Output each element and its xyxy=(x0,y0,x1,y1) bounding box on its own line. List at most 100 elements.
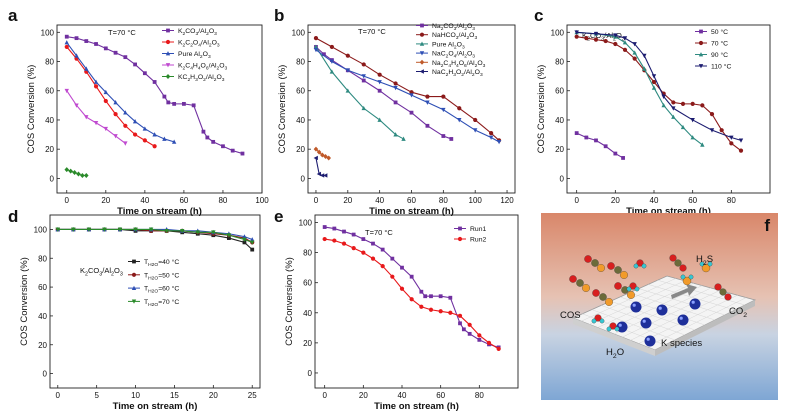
y-tick-label: 80 xyxy=(555,58,564,67)
hydrogen-atom xyxy=(707,261,713,267)
x-axis-label: Time on stream (h) xyxy=(626,206,711,217)
data-point xyxy=(361,74,366,79)
y-tick-label: 40 xyxy=(303,309,312,318)
y-tick-label: 0 xyxy=(308,369,313,378)
surface-grid xyxy=(657,279,746,306)
legend-entry: Pure Al2O3 xyxy=(178,51,211,60)
data-point xyxy=(709,128,715,133)
k-species-sphere xyxy=(677,314,689,326)
data-point xyxy=(642,66,647,71)
data-point xyxy=(103,126,109,132)
sulfur-atom xyxy=(605,298,613,306)
oxygen-atom xyxy=(714,283,722,291)
carbon-atom xyxy=(599,293,607,301)
x-tick-label: 5 xyxy=(94,391,99,400)
data-point xyxy=(467,331,472,336)
data-point xyxy=(64,167,70,173)
x-axis-label: Time on stream (h) xyxy=(369,206,454,217)
data-point xyxy=(423,294,428,299)
y-tick-label: 20 xyxy=(296,145,305,154)
data-point xyxy=(76,171,81,177)
data-point xyxy=(71,227,76,232)
data-point xyxy=(603,38,608,44)
reaction-arrow xyxy=(671,284,697,299)
legend-marker xyxy=(419,59,425,65)
data-point xyxy=(489,131,494,136)
data-point xyxy=(622,40,628,45)
data-point xyxy=(361,78,366,83)
carbon-atom xyxy=(591,259,599,267)
data-point xyxy=(142,126,148,131)
y-tick-label: 20 xyxy=(303,339,312,348)
y-tick-label: 40 xyxy=(555,116,564,125)
data-point xyxy=(250,237,255,242)
x-tick-label: 20 xyxy=(359,391,368,400)
sphere-highlight xyxy=(646,337,650,341)
data-point xyxy=(390,274,395,279)
data-point xyxy=(690,135,695,140)
data-point xyxy=(93,84,99,89)
legend-entry: TH2O=70 °C xyxy=(144,298,179,308)
x-tick-label: 60 xyxy=(688,196,697,205)
series-line xyxy=(57,228,253,251)
chart-panel-b: b 0 20 40 60 80 100 120 0 20 40 60 80 100 Time on stre… xyxy=(274,6,516,217)
hydrogen-atom xyxy=(641,263,647,269)
data-point xyxy=(342,229,346,234)
hydrogen-atom xyxy=(699,261,705,267)
series-4 xyxy=(64,88,128,146)
chart-panel-c: c 0 20 40 60 80 0 20 40 60 80 100 Time on stream (h)… xyxy=(534,6,771,217)
data-point xyxy=(409,110,414,115)
oxygen-atom xyxy=(629,282,637,290)
data-point xyxy=(594,138,598,143)
panel-annotation: T=70 °C xyxy=(108,28,136,37)
legend-entry: Run2 xyxy=(470,237,486,244)
series-line xyxy=(576,31,742,141)
data-point xyxy=(477,337,482,342)
data-point xyxy=(226,236,231,240)
x-axis-label: Time on stream (h) xyxy=(117,206,202,217)
x-tick-label: 20 xyxy=(209,391,218,400)
data-point xyxy=(103,98,108,104)
data-point xyxy=(329,44,334,50)
data-point xyxy=(132,132,138,137)
legend-entry: 70 °C xyxy=(711,40,728,48)
legend-marker xyxy=(165,51,171,56)
data-point xyxy=(113,112,118,117)
data-point xyxy=(393,85,398,91)
data-point xyxy=(361,105,366,111)
data-point xyxy=(461,327,466,332)
panel-annotation: K2CO3/Al2O3 xyxy=(80,266,123,277)
x-tick-label: 60 xyxy=(179,196,188,205)
data-point xyxy=(166,100,171,105)
panel-label-e: e xyxy=(274,207,283,226)
data-point xyxy=(719,128,724,133)
data-point xyxy=(429,294,433,299)
data-point xyxy=(371,241,375,246)
hydrogen-atom xyxy=(633,263,639,269)
legend-entry: Na2C4H4O6/Al2O3 xyxy=(432,60,486,69)
y-tick-label: 100 xyxy=(34,225,48,234)
sulfur-atom xyxy=(701,263,711,273)
surface-grid xyxy=(648,284,736,311)
legend-marker xyxy=(165,39,171,45)
data-point xyxy=(438,309,443,314)
data-point xyxy=(393,81,398,86)
series-1 xyxy=(64,34,245,156)
y-tick-label: 100 xyxy=(299,219,313,228)
x-tick-label: 20 xyxy=(101,196,110,205)
series-3 xyxy=(64,40,177,144)
data-point xyxy=(313,44,319,49)
data-point xyxy=(211,230,216,235)
data-point xyxy=(574,131,579,136)
x-tick-label: 0 xyxy=(574,196,579,205)
data-point xyxy=(574,34,579,39)
hydrogen-atom xyxy=(626,286,632,292)
data-point xyxy=(84,39,89,43)
data-point xyxy=(377,80,382,85)
data-point xyxy=(162,94,167,99)
x-tick-label: 80 xyxy=(218,196,227,205)
series-6 xyxy=(313,155,328,178)
data-point xyxy=(142,138,147,143)
data-point xyxy=(409,297,414,302)
